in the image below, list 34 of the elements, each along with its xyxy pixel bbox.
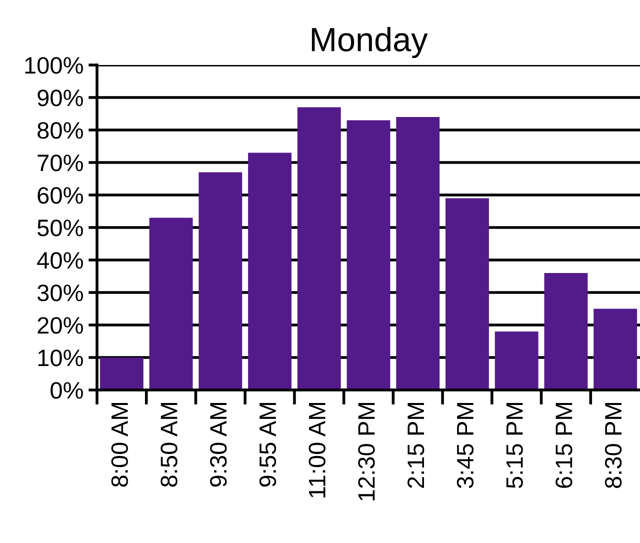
y-tick-label: 100% <box>25 57 83 74</box>
x-tick-label: 8:00 AM <box>111 403 128 487</box>
bar <box>100 358 144 390</box>
x-tick-label: 9:55 AM <box>259 403 276 487</box>
x-tick-label: 8:50 AM <box>160 403 178 487</box>
bar <box>346 120 390 390</box>
y-tick-label: 90% <box>38 90 83 106</box>
x-tick-label: 5:15 PM <box>506 403 523 488</box>
bar <box>149 218 193 390</box>
y-tick-label: 50% <box>37 220 83 236</box>
y-tick-label: 40% <box>37 252 83 269</box>
x-tick-label: 6:15 PM <box>556 403 572 488</box>
bar <box>594 308 638 390</box>
y-tick-label: 20% <box>38 317 83 334</box>
x-tick-label: 11:00 AM <box>308 403 326 498</box>
x-tick-label: 3:45 PM <box>456 403 474 488</box>
bar <box>544 273 588 390</box>
y-tick-label: 60% <box>38 187 83 204</box>
bar <box>396 117 440 390</box>
bar <box>198 172 242 390</box>
chart-title: Monday <box>312 26 428 58</box>
x-tick-label: 8:30 PM <box>604 403 622 488</box>
x-tick-label: 2:15 PM <box>407 403 424 488</box>
x-tick-label: 9:30 AM <box>210 403 227 487</box>
y-tick-label: 80% <box>38 122 83 139</box>
y-tick-label: 30% <box>37 284 83 302</box>
bar <box>494 332 538 390</box>
bar <box>446 198 489 390</box>
bar <box>248 152 292 390</box>
bar <box>297 107 341 390</box>
y-tick-label: 10% <box>38 350 83 366</box>
y-tick-label: 0% <box>50 382 83 399</box>
x-tick-label: 12:30 PM <box>358 403 375 500</box>
y-tick-label: 70% <box>38 154 83 172</box>
